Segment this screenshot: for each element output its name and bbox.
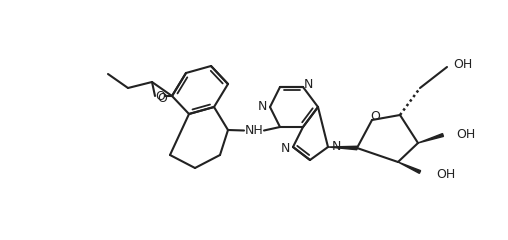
Text: O: O xyxy=(155,90,165,102)
Text: O: O xyxy=(370,110,380,124)
Polygon shape xyxy=(398,162,421,173)
Polygon shape xyxy=(418,134,443,143)
Polygon shape xyxy=(328,146,357,150)
Text: OH: OH xyxy=(456,128,475,142)
Text: N: N xyxy=(331,140,341,154)
Text: OH: OH xyxy=(453,59,472,72)
Text: N: N xyxy=(303,78,313,90)
Text: O: O xyxy=(157,91,167,104)
Text: N: N xyxy=(280,143,290,156)
Text: OH: OH xyxy=(436,168,455,180)
Text: N: N xyxy=(258,101,267,114)
Text: NH: NH xyxy=(245,124,263,137)
